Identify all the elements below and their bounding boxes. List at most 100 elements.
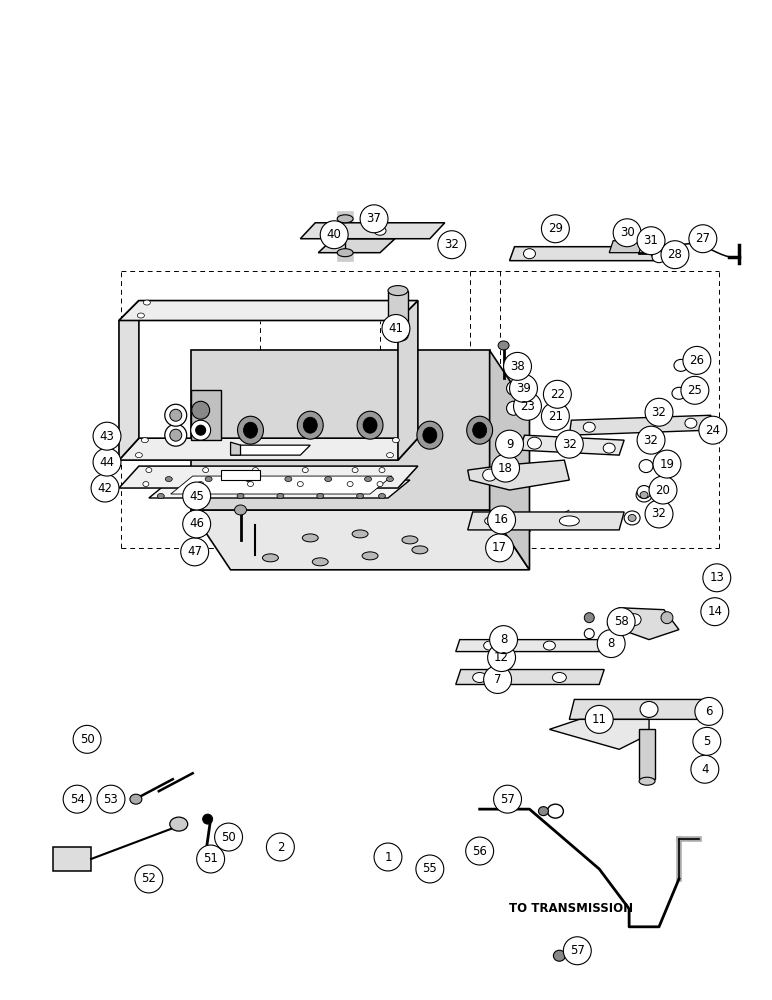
Text: 57: 57 [570, 944, 584, 957]
Ellipse shape [303, 417, 317, 433]
Text: 8: 8 [608, 637, 615, 650]
Circle shape [681, 376, 709, 404]
Ellipse shape [639, 460, 653, 473]
Text: 32: 32 [562, 438, 577, 451]
Circle shape [510, 374, 537, 402]
Text: 39: 39 [516, 382, 531, 395]
Ellipse shape [506, 401, 520, 415]
Ellipse shape [303, 534, 318, 542]
Ellipse shape [235, 505, 246, 515]
Text: 38: 38 [510, 360, 525, 373]
Text: 56: 56 [472, 845, 487, 858]
Circle shape [701, 598, 729, 626]
Ellipse shape [352, 530, 368, 538]
Ellipse shape [483, 641, 496, 650]
Ellipse shape [325, 477, 332, 482]
Ellipse shape [643, 438, 659, 452]
Circle shape [608, 608, 635, 636]
Polygon shape [119, 466, 418, 488]
Ellipse shape [412, 546, 428, 554]
Circle shape [496, 430, 523, 458]
Polygon shape [231, 445, 310, 455]
Ellipse shape [636, 488, 652, 502]
Ellipse shape [317, 494, 323, 499]
Ellipse shape [130, 794, 142, 804]
Circle shape [382, 315, 410, 342]
Text: 18: 18 [498, 462, 513, 475]
Circle shape [97, 785, 125, 813]
Ellipse shape [472, 422, 486, 438]
Circle shape [135, 865, 163, 893]
Ellipse shape [312, 558, 328, 566]
Ellipse shape [547, 804, 564, 818]
Ellipse shape [285, 477, 292, 482]
Text: 4: 4 [701, 763, 709, 776]
Text: 32: 32 [652, 507, 666, 520]
Ellipse shape [205, 477, 212, 482]
Ellipse shape [653, 415, 661, 422]
Ellipse shape [649, 411, 665, 425]
Text: 5: 5 [703, 735, 710, 748]
Ellipse shape [347, 482, 353, 487]
Circle shape [613, 219, 641, 247]
Circle shape [486, 534, 513, 562]
Ellipse shape [252, 468, 259, 473]
Polygon shape [119, 301, 139, 460]
Text: 12: 12 [494, 651, 509, 664]
Text: 8: 8 [500, 633, 507, 646]
Ellipse shape [352, 468, 358, 473]
Ellipse shape [651, 249, 663, 259]
Circle shape [543, 380, 571, 408]
Circle shape [215, 823, 242, 851]
Text: 28: 28 [668, 248, 682, 261]
Ellipse shape [640, 701, 658, 717]
Text: 13: 13 [709, 571, 724, 584]
Text: 20: 20 [655, 484, 670, 497]
Polygon shape [388, 291, 408, 335]
Ellipse shape [103, 439, 114, 448]
Text: 19: 19 [659, 458, 675, 471]
Ellipse shape [222, 826, 239, 842]
Ellipse shape [197, 494, 204, 499]
Text: 7: 7 [494, 673, 501, 686]
Ellipse shape [392, 438, 399, 443]
Ellipse shape [157, 494, 164, 499]
Text: 55: 55 [422, 862, 437, 875]
Text: 21: 21 [548, 410, 563, 423]
Circle shape [493, 785, 522, 813]
Text: 41: 41 [388, 322, 404, 335]
Ellipse shape [143, 482, 149, 487]
Ellipse shape [203, 814, 212, 824]
Text: 23: 23 [520, 400, 535, 413]
Ellipse shape [248, 482, 253, 487]
Ellipse shape [485, 516, 505, 526]
Ellipse shape [203, 468, 208, 473]
Text: 50: 50 [222, 831, 236, 844]
Circle shape [653, 450, 681, 478]
Text: 50: 50 [80, 733, 94, 746]
Text: 32: 32 [644, 434, 659, 447]
Circle shape [564, 937, 591, 965]
Ellipse shape [245, 477, 252, 482]
Circle shape [699, 416, 726, 444]
Polygon shape [221, 470, 260, 480]
Polygon shape [149, 480, 410, 498]
Circle shape [91, 474, 119, 502]
Ellipse shape [374, 226, 386, 235]
Ellipse shape [377, 482, 383, 487]
Ellipse shape [523, 249, 536, 259]
Circle shape [489, 626, 517, 654]
Ellipse shape [363, 417, 377, 433]
Polygon shape [489, 350, 530, 570]
Ellipse shape [584, 629, 594, 639]
Ellipse shape [543, 641, 555, 650]
Ellipse shape [170, 817, 188, 831]
Circle shape [541, 215, 569, 243]
Circle shape [183, 510, 211, 538]
Text: TO TRANSMISSION: TO TRANSMISSION [510, 902, 633, 915]
Circle shape [488, 644, 516, 672]
Polygon shape [455, 640, 611, 652]
Ellipse shape [584, 422, 595, 432]
Ellipse shape [482, 469, 496, 481]
Ellipse shape [337, 215, 353, 223]
